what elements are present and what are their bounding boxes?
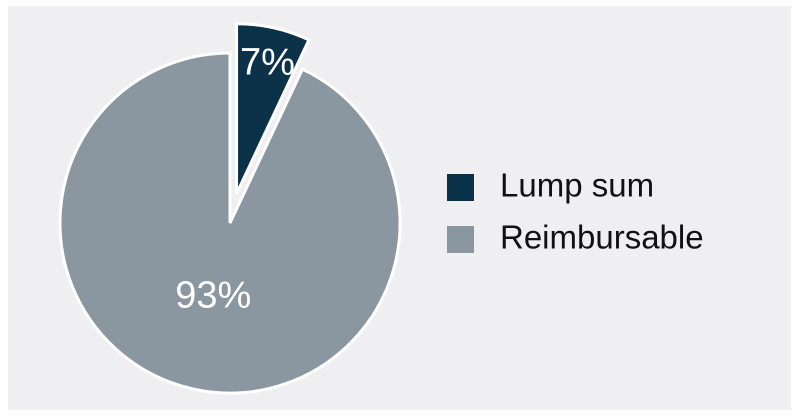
data-label: 93% [175, 275, 251, 317]
pie-slice [58, 51, 402, 395]
data-label: 7% [240, 41, 295, 83]
legend-swatch [447, 226, 474, 253]
pie-slice [235, 22, 311, 195]
legend-label: Reimbursable [500, 219, 704, 256]
legend-label: Lump sum [500, 167, 654, 204]
legend-swatch [447, 174, 474, 201]
